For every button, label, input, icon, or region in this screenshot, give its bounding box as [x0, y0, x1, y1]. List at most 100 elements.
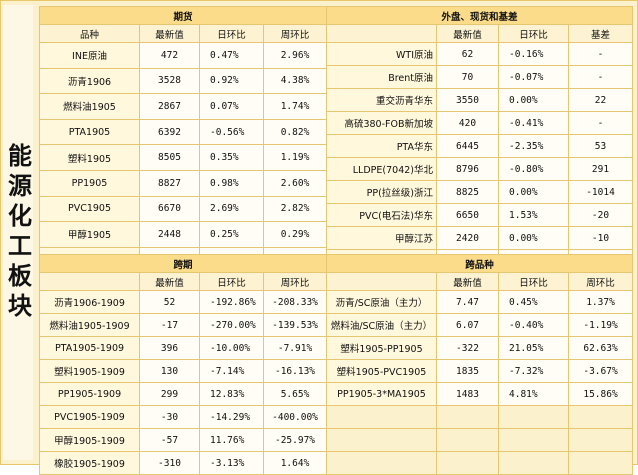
weekly-change: -139.53%	[262, 313, 328, 337]
empty-cell	[498, 451, 569, 475]
row-label: 重交沥青华东	[326, 88, 437, 112]
table-row: PTA1905 6392 -0.56% 0.82%	[39, 118, 328, 146]
row-label: PVC1905-1909	[39, 405, 140, 429]
table-row: 甲醇江苏 2420 0.00% -10	[326, 226, 634, 250]
table-row: PP1905-3*MA1905 1483 4.81% 15.86%	[326, 382, 634, 406]
basis-value: -20	[567, 203, 634, 227]
table-row: 沥青1906 3528 0.92% 4.38%	[39, 67, 328, 95]
table-row: 燃料油1905 2867 0.07% 1.74%	[39, 93, 328, 120]
latest-value: 420	[436, 111, 499, 135]
daily-change: -0.41%	[498, 111, 569, 135]
row-label: LLDPE(7042)华北	[326, 157, 437, 181]
weekly-change: -7.91%	[262, 336, 328, 360]
table-row: PP1905 8827 0.98% 2.60%	[39, 169, 328, 197]
daily-change: 0.00%	[498, 226, 569, 250]
daily-change: 0.92%	[199, 67, 264, 95]
daily-change: -192.86%	[199, 290, 264, 314]
section-title: 跨品种	[325, 254, 634, 273]
empty-row	[326, 428, 634, 452]
basis-value: -	[567, 111, 634, 135]
table-row: WTI原油 62 -0.16% -	[326, 42, 634, 66]
table-row: 塑料1905 8505 0.35% 1.19%	[39, 144, 328, 171]
table-row: 燃料油1905-1909 -17 -270.00% -139.53%	[39, 313, 328, 337]
daily-change: -7.32%	[498, 359, 569, 383]
weekly-change: -25.97%	[262, 428, 328, 452]
latest-value: 6650	[436, 203, 499, 227]
row-label: 甲醇1905	[39, 221, 140, 248]
column-header: 品种	[39, 24, 140, 43]
latest-value: 8825	[436, 180, 499, 204]
side-title: 能源化工板块	[3, 142, 33, 323]
header-row: 最新值 日环比 周环比	[39, 272, 328, 291]
daily-change: -0.07%	[498, 65, 569, 89]
empty-cell	[436, 451, 499, 475]
row-label: Brent原油	[326, 65, 437, 89]
latest-value: 8827	[139, 169, 200, 197]
latest-value: 8505	[139, 144, 200, 171]
header-row: 最新值 日环比 周环比	[326, 272, 634, 291]
daily-change: -270.00%	[199, 313, 264, 337]
latest-value: 2420	[436, 226, 499, 250]
empty-cell	[326, 451, 437, 475]
latest-value: 130	[139, 359, 200, 383]
daily-change: -3.13%	[199, 451, 264, 475]
column-header: 最新值	[436, 24, 499, 43]
spot-table: 外盘、现货和基差 最新值 日环比 基差 WTI原油 62 -0.16% - Brent原油 70-…	[325, 6, 634, 273]
row-label: 塑料1905-PVC1905	[326, 359, 437, 383]
latest-value: 6445	[436, 134, 499, 158]
column-header: 周环比	[262, 272, 328, 291]
daily-change: 0.00%	[498, 180, 569, 204]
column-header	[326, 24, 437, 43]
weekly-change: -208.33%	[262, 290, 328, 314]
table-row: PVC1905-1909 -30 -14.29% -400.00%	[39, 405, 328, 429]
table-row: 沥青1906-1909 52 -192.86% -208.33%	[39, 290, 328, 314]
section-title: 外盘、现货和基差	[325, 6, 634, 25]
section-title: 期货	[38, 6, 328, 25]
basis-value: -	[567, 65, 634, 89]
latest-value: 52	[139, 290, 200, 314]
daily-change: 12.83%	[199, 382, 264, 406]
table-row: PTA1905-1909 396 -10.00% -7.91%	[39, 336, 328, 360]
weekly-change: 5.65%	[262, 382, 328, 406]
empty-cell	[567, 405, 634, 429]
weekly-change: -3.67%	[567, 359, 634, 383]
daily-change: 4.81%	[498, 382, 569, 406]
section-title-row: 跨期	[38, 254, 328, 273]
weekly-change: 0.82%	[262, 118, 328, 146]
weekly-change: 15.86%	[567, 382, 634, 406]
weekly-change: 4.38%	[262, 67, 328, 95]
table-row: PP1905-1909 299 12.83% 5.65%	[39, 382, 328, 406]
weekly-change: 1.74%	[262, 93, 328, 120]
row-label: 燃料油/SC原油（主力）	[326, 313, 437, 337]
column-header: 最新值	[139, 24, 200, 43]
row-label: 甲醇1905-1909	[39, 428, 140, 452]
latest-value: 6392	[139, 118, 200, 146]
table-row: 高硫380-FOB新加坡 420 -0.41% -	[326, 111, 634, 135]
row-label: PP(拉丝级)浙江	[326, 180, 437, 204]
table-row: 重交沥青华东 3550 0.00% 22	[326, 88, 634, 112]
row-label: PVC1905	[39, 195, 140, 223]
row-label: 甲醇江苏	[326, 226, 437, 250]
row-label: PTA华东	[326, 134, 437, 158]
table-row: PVC1905 6670 2.69% 2.82%	[39, 195, 328, 223]
column-header: 基差	[567, 24, 634, 43]
basis-value: 53	[567, 134, 634, 158]
latest-value: 3528	[139, 67, 200, 95]
table-row: 燃料油/SC原油（主力） 6.07 -0.40% -1.19%	[326, 313, 634, 337]
column-header	[326, 272, 437, 291]
daily-change: 0.25%	[199, 221, 264, 248]
row-label: INE原油	[39, 42, 140, 69]
latest-value: 70	[436, 65, 499, 89]
row-label: PP1905-3*MA1905	[326, 382, 437, 406]
latest-value: 3550	[436, 88, 499, 112]
row-label: 高硫380-FOB新加坡	[326, 111, 437, 135]
futures-table: 期货 品种 最新值 日环比 周环比 INE原油 472 0.47% 2.96% 沥青1906 352…	[38, 6, 328, 274]
latest-value: -30	[139, 405, 200, 429]
weekly-change: 0.29%	[262, 221, 328, 248]
column-header: 最新值	[139, 272, 200, 291]
table-row: 橡胶1905-1909 -310 -3.13% 1.64%	[39, 451, 328, 475]
row-label: PTA1905-1909	[39, 336, 140, 360]
empty-cell	[326, 405, 437, 429]
latest-value: 1835	[436, 359, 499, 383]
latest-value: 6670	[139, 195, 200, 223]
